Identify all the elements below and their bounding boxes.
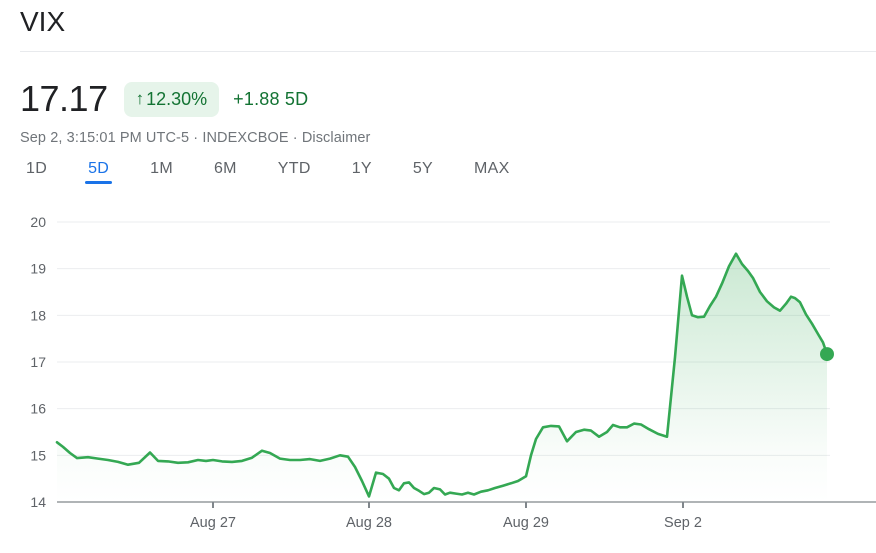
y-axis-label-19: 19 [30, 261, 46, 277]
y-axis-label-20: 20 [30, 214, 46, 230]
x-axis-label-aug-29: Aug 29 [503, 515, 549, 531]
change-percent-value: 12.30% [146, 88, 208, 109]
price-chart-svg[interactable]: 14 15 16 17 18 19 20 Aug 27 Aug 28 Aug 29 Sep 2 [0, 208, 876, 553]
change-percent-badge: ↑ 12.30% [123, 81, 220, 117]
tab-5d[interactable]: 5D [85, 160, 113, 184]
y-axis-label-16: 16 [30, 401, 46, 417]
quote-meta: Sep 2, 3:15:01 PM UTC-5 · INDEXCBOE · Di… [20, 130, 370, 146]
timestamp: Sep 2, 3:15:01 PM UTC-5 · INDEXCBOE · [20, 130, 302, 146]
change-absolute: +1.88 5D [233, 88, 309, 109]
y-axis-label-18: 18 [30, 307, 46, 323]
time-range-tabs: 1D 5D 1M 6M YTD 1Y 5Y MAX [26, 160, 510, 184]
tab-5y[interactable]: 5Y [412, 160, 434, 177]
x-axis-label-sep-2: Sep 2 [664, 515, 702, 531]
tab-1y[interactable]: 1Y [351, 160, 372, 177]
y-axis-label-15: 15 [30, 447, 46, 463]
tab-1m[interactable]: 1M [150, 160, 173, 177]
price-chart[interactable]: 14 15 16 17 18 19 20 Aug 27 Aug 28 Aug 29 Sep 2 [0, 208, 876, 553]
area-fill [57, 253, 827, 502]
latest-price-dot [820, 347, 834, 362]
tab-6m[interactable]: 6M [213, 160, 237, 177]
up-arrow-icon: ↑ [135, 89, 145, 108]
y-axis-label-17: 17 [30, 354, 46, 370]
price-line [55, 252, 829, 498]
y-axis-label-14: 14 [30, 494, 46, 510]
quote-row: 17.17 ↑ 12.30% +1.88 5D [20, 78, 308, 120]
current-price: 17.17 [20, 78, 108, 119]
x-axis-label-aug-27: Aug 27 [190, 515, 236, 531]
tab-1d[interactable]: 1D [26, 160, 48, 177]
disclaimer-link[interactable]: Disclaimer [301, 130, 371, 146]
tab-max[interactable]: MAX [474, 160, 510, 177]
page-title: VIX [20, 6, 66, 37]
header-divider [20, 51, 876, 52]
x-axis-label-aug-28: Aug 28 [346, 515, 392, 531]
tab-ytd[interactable]: YTD [277, 160, 311, 177]
